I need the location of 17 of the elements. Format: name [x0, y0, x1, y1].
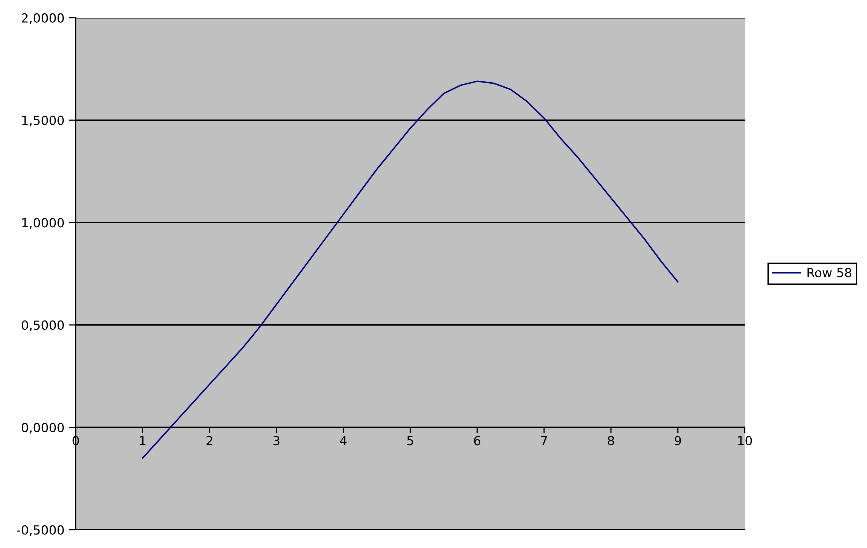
x-tick-label: 5	[407, 436, 414, 446]
x-tick-label: 9	[674, 436, 682, 446]
x-tick-label: 4	[340, 436, 347, 446]
y-tick-label: 0,0000	[22, 423, 64, 434]
x-tick-label: 3	[274, 436, 280, 446]
legend-label: Row 58	[808, 268, 852, 278]
x-tick-label: 7	[541, 436, 548, 446]
y-tick-label: 1,0000	[22, 218, 64, 229]
x-tick-label: 2	[206, 436, 213, 446]
x-tick-label: 10	[738, 436, 752, 446]
x-tick-label: 1	[140, 436, 146, 446]
x-tick-label: 8	[608, 436, 614, 446]
y-tick-label: -0,5000	[17, 525, 64, 536]
y-tick-label: 1,5000	[22, 116, 64, 127]
x-tick-label: 6	[474, 436, 481, 446]
y-tick-label: 0,5000	[22, 320, 64, 332]
y-tick-label: 2,0000	[22, 13, 64, 24]
